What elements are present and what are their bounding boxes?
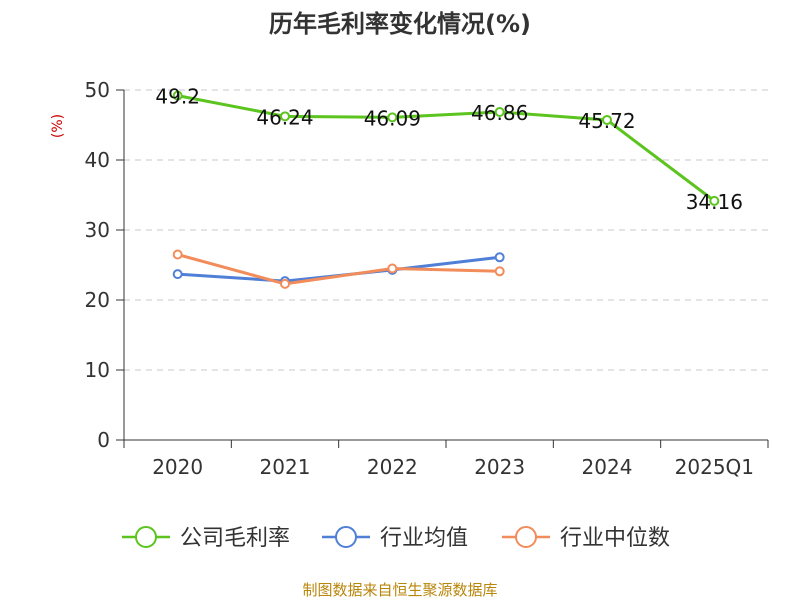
y-tick-label: 50 — [85, 78, 110, 102]
x-tick-label: 2021 — [260, 455, 311, 479]
legend-label: 公司毛利率 — [180, 526, 290, 551]
legend-label: 行业中位数 — [560, 526, 670, 551]
chart-title: 历年毛利率变化情况(%) — [269, 10, 531, 38]
series-line — [177, 94, 716, 203]
axes — [116, 89, 769, 448]
y-tick-label: 30 — [85, 218, 110, 242]
y-axis-unit: (%) — [50, 114, 66, 138]
data-labels: 49.2 46.24 46.09 46.86 45.72 34.16 — [155, 85, 743, 214]
data-point — [172, 90, 183, 101]
x-tick-labels: 2020 2021 2022 2023 2024 2025Q1 — [152, 455, 754, 479]
source-note: 制图数据来自恒生聚源数据库 — [302, 581, 497, 599]
x-tick-label: 2024 — [582, 455, 633, 479]
series-layer — [172, 90, 720, 289]
series-line — [177, 253, 500, 286]
grid-lines — [124, 89, 768, 371]
legend-marker — [135, 526, 157, 548]
x-tick-label: 2022 — [367, 455, 418, 479]
data-point — [387, 263, 398, 274]
legend-marker — [515, 526, 537, 548]
data-label: 46.86 — [471, 101, 528, 125]
data-label: 34.16 — [686, 190, 743, 214]
x-tick-label: 2023 — [474, 455, 525, 479]
data-point — [280, 111, 290, 122]
data-point — [494, 266, 505, 277]
data-point — [602, 114, 612, 125]
data-label: 46.09 — [364, 106, 421, 130]
data-point — [172, 249, 183, 260]
data-point — [494, 106, 505, 117]
x-tick-label: 2025Q1 — [675, 455, 754, 479]
legend-label: 行业均值 — [380, 526, 468, 551]
y-tick-label: 0 — [97, 428, 110, 452]
data-label: 45.72 — [578, 109, 635, 133]
data-point — [494, 252, 505, 263]
data-point — [387, 112, 398, 123]
data-label: 46.24 — [256, 105, 313, 129]
data-point — [709, 195, 720, 206]
data-point — [172, 269, 183, 280]
y-tick-label: 20 — [85, 288, 110, 312]
data-point — [280, 278, 290, 289]
data-label: 49.2 — [155, 85, 200, 109]
legend-marker — [335, 526, 357, 548]
y-tick-label: 40 — [85, 148, 110, 172]
y-tick-label: 10 — [85, 358, 110, 382]
y-tick-labels: 0 10 20 30 40 50 — [85, 78, 110, 452]
x-tick-label: 2020 — [152, 455, 203, 479]
legend: 公司毛利率 行业均值 行业中位数 — [122, 526, 670, 551]
